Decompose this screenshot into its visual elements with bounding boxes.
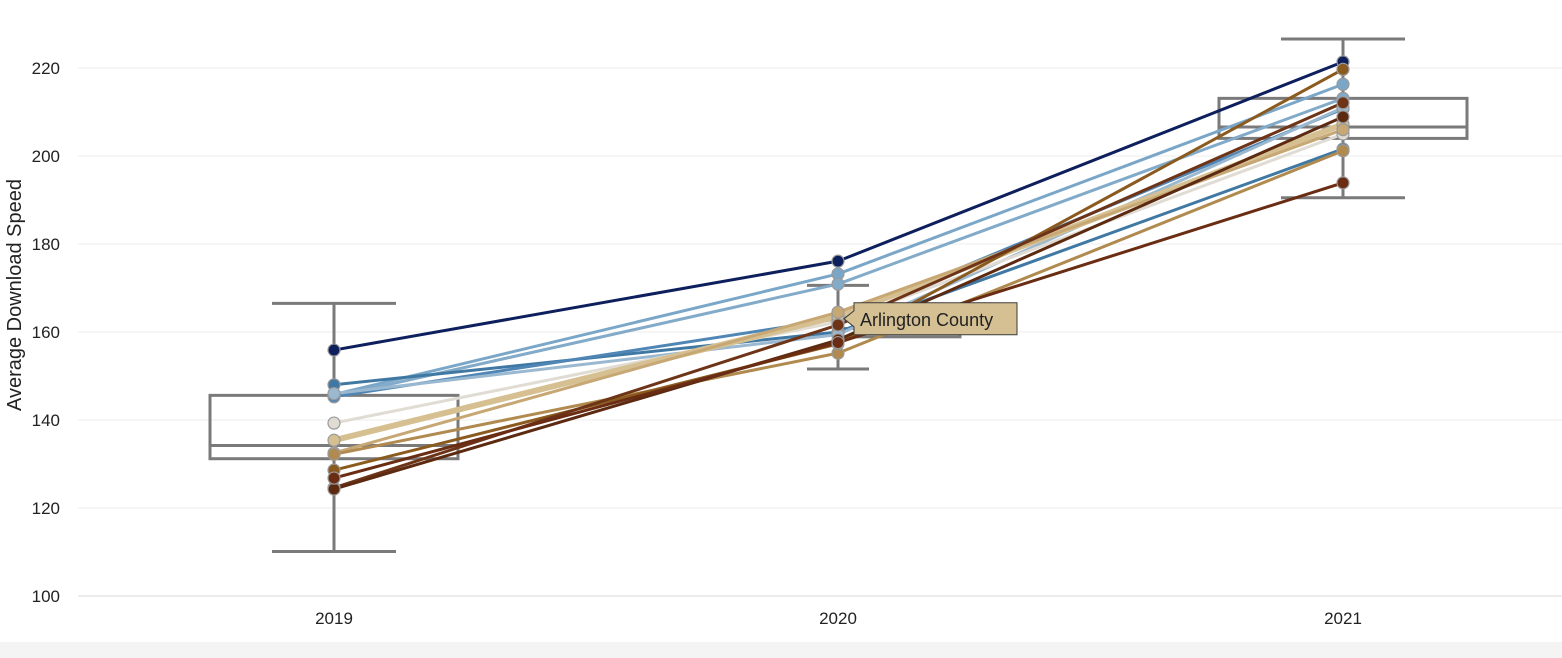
data-point — [831, 277, 845, 291]
y-tick-label: 140 — [32, 411, 60, 430]
data-point — [831, 254, 845, 268]
y-axis-label: Average Download Speed — [4, 179, 26, 411]
y-tick-label: 120 — [32, 499, 60, 518]
x-tick-label: 2019 — [315, 609, 353, 628]
data-point — [327, 482, 341, 496]
data-point — [327, 387, 341, 401]
data-point — [1336, 77, 1350, 91]
x-axis-ticks: 2019 2020 2021 — [315, 609, 1362, 628]
boxplots — [208, 37, 1469, 554]
data-point — [327, 343, 341, 357]
data-point — [831, 305, 845, 319]
x-tick-label: 2020 — [819, 609, 857, 628]
data-point — [831, 335, 845, 350]
tooltip-label: Arlington County — [860, 310, 993, 330]
tooltip-box — [843, 302, 1018, 336]
y-tick-label: 200 — [32, 147, 60, 166]
y-tick-label: 160 — [32, 323, 60, 342]
data-point — [831, 318, 845, 332]
data-point — [327, 471, 341, 485]
data-point — [1336, 110, 1350, 124]
data-point — [327, 447, 341, 461]
data-point — [1336, 62, 1350, 76]
data-point — [1336, 144, 1350, 158]
series-points — [327, 55, 1350, 496]
data-point — [1336, 96, 1350, 110]
data-point — [327, 433, 341, 447]
data-point — [1336, 176, 1350, 190]
y-tick-label: 100 — [32, 587, 60, 606]
x-tick-label: 2021 — [1324, 609, 1362, 628]
y-tick-label: 220 — [32, 59, 60, 78]
y-tick-label: 180 — [32, 235, 60, 254]
data-point — [327, 416, 341, 430]
gridlines — [78, 67, 1562, 597]
y-axis-ticks: 100 120 140 160 180 200 220 — [32, 59, 60, 606]
bottom-scroll-strip — [0, 642, 1562, 658]
data-point — [1336, 123, 1350, 137]
hover-tooltip: Arlington County — [843, 302, 1018, 336]
